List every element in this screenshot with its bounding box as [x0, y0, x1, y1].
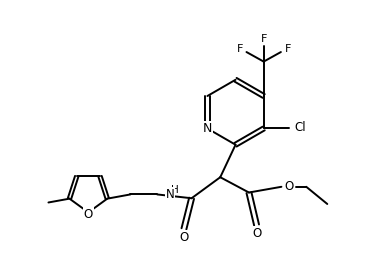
Text: O: O: [84, 208, 93, 221]
Text: F: F: [260, 34, 267, 44]
Text: O: O: [284, 180, 294, 193]
Text: O: O: [252, 227, 261, 240]
Text: N: N: [165, 188, 174, 201]
Text: F: F: [284, 44, 291, 54]
Text: N: N: [203, 122, 212, 135]
Text: Cl: Cl: [294, 121, 306, 134]
Text: F: F: [236, 44, 243, 54]
Text: H: H: [171, 185, 178, 195]
Text: O: O: [179, 231, 188, 244]
